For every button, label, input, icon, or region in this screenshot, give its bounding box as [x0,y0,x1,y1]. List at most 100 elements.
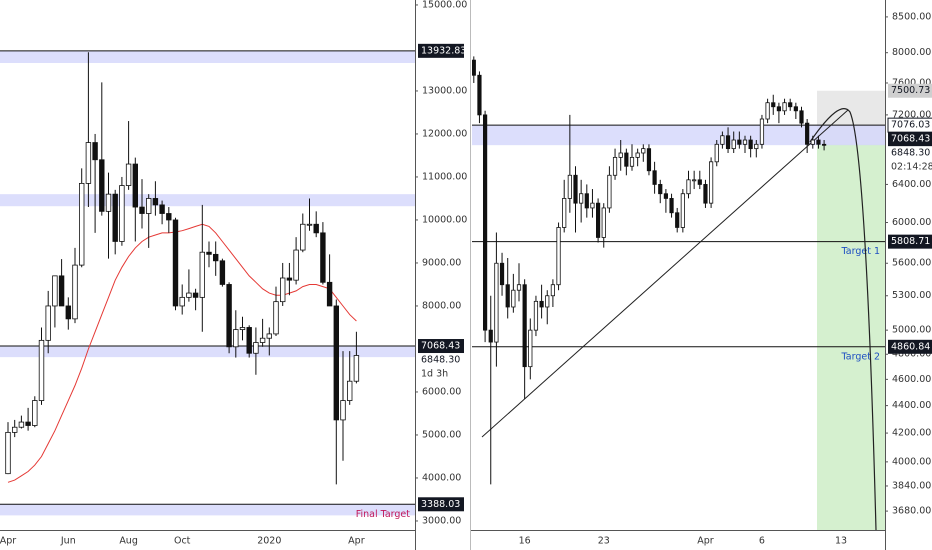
price-label: 3388.03 [421,499,460,510]
candle-body [607,174,612,209]
y-tick-label: 15000.00 [422,0,467,10]
candle-body [152,198,159,206]
candle-body [92,142,98,161]
candle-body [805,122,810,145]
candle-body [32,400,38,426]
candle-body [246,327,252,354]
candle-body [658,184,663,195]
candle-body [816,139,821,145]
candle-body [72,264,78,320]
candle-body [556,227,561,286]
price-label: 7068.43 [891,134,930,145]
candle-body [206,251,212,255]
price-label: 13932.83 [421,45,466,56]
candle-body [488,329,493,343]
x-tick-label: Jun [60,536,76,547]
candle-body [494,262,499,343]
candle-body [562,198,567,228]
zone [0,194,415,207]
candle-body [306,223,313,226]
y-tick-label: 7600.00 [892,77,931,88]
y-tick-label: 6000.00 [892,217,931,228]
x-tick-label: 16 [519,536,531,547]
candle-body [709,161,714,204]
y-tick-label: 4600.00 [892,374,931,385]
candle-body [771,102,776,108]
right-plot: Target 1 Target 2 [472,56,885,530]
candle-body [776,106,782,112]
candle-body [499,262,505,286]
candle-body [742,139,748,145]
zone [0,504,415,516]
candle-body [697,179,702,185]
candle-body [663,193,669,199]
candle-body [472,59,476,76]
candle-body [567,174,572,199]
zone [0,50,415,63]
moving-average [7,223,357,483]
candle-body [11,426,18,433]
candle-body [119,185,125,242]
price-label-box [418,339,464,354]
candle-body [601,207,606,238]
x-tick-label: Aug [119,536,138,547]
x-tick-label: Apr [0,536,16,547]
countdown: 1d 3h [421,369,448,380]
zone [0,346,415,358]
candle-body [720,135,725,145]
candle-body [112,193,118,242]
level-note: Target 1 [841,246,880,257]
candle-body [353,355,360,382]
trendline [481,109,849,438]
candle-body [145,198,152,214]
candle-body [259,337,266,343]
y-tick-label: 3000.00 [422,515,461,526]
candle-body [788,102,793,108]
candle-body [293,249,299,281]
candle-body [186,292,192,298]
y-tick-label: 4400.00 [892,400,931,411]
y-tick-label: 5000.00 [422,429,461,440]
zone [472,125,885,146]
candle-body [132,163,138,208]
candle-body [226,284,232,348]
candle-body [253,342,259,354]
candle-body [590,202,595,209]
y-tick-label: 12000.00 [422,128,467,139]
candle-body [539,300,544,308]
candle-body [65,305,71,320]
price-label-box [888,83,932,98]
candle-body [25,421,31,426]
candle-body [748,139,753,150]
candle-body [477,74,482,116]
price-label: 6848.30 [421,355,460,366]
y-tick-label: 9000.00 [422,257,461,268]
price-label-box [888,234,932,249]
price-label-box [888,132,932,147]
x-tick-label: 23 [598,536,610,547]
candle-body [669,198,674,214]
candle-body [765,102,770,120]
candle-body [159,204,165,214]
y-tick-label: 8500.00 [892,11,931,22]
candle-body [522,284,527,368]
candle-body [618,152,623,158]
candle-body [545,295,550,308]
candle-body [596,202,601,238]
left-plot: Final Target [0,50,415,520]
candle-body [675,212,680,228]
candle-body [199,251,205,298]
candle-body [279,277,286,303]
candle-body [482,114,488,331]
candle-body [692,179,697,182]
y-tick-label: 10000.00 [422,214,467,225]
candle-body [652,170,657,185]
candle-body [754,143,759,150]
candle-body [680,193,685,228]
projection-curve [809,108,877,530]
candle-body [511,289,516,308]
y-tick-label: 5600.00 [892,258,931,269]
x-tick-label: 6 [759,536,765,547]
y-tick-label: 8000.00 [422,300,461,311]
